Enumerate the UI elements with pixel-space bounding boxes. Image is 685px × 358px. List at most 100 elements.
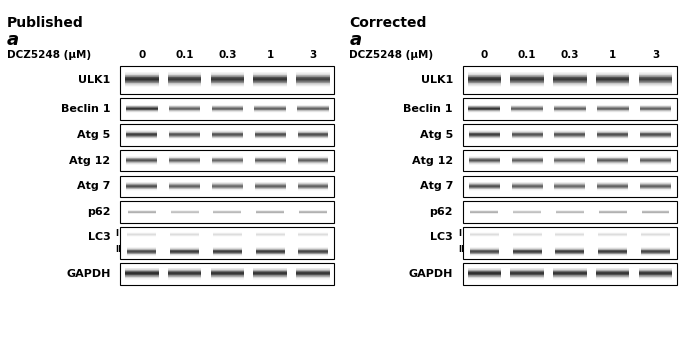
Bar (463, 66, 677, 94)
Bar (212, 182, 242, 183)
Bar (125, 79, 158, 80)
Bar (255, 188, 286, 189)
Bar (554, 157, 585, 158)
Bar (253, 75, 287, 76)
Bar (470, 252, 499, 253)
Bar (256, 250, 285, 251)
Bar (127, 249, 156, 250)
Bar (597, 190, 628, 191)
Bar (469, 157, 500, 158)
Bar (641, 253, 670, 254)
Bar (299, 252, 327, 253)
Bar (512, 186, 543, 187)
Bar (469, 131, 500, 132)
Bar (598, 249, 627, 250)
Bar (468, 78, 501, 79)
Bar (640, 186, 671, 187)
Bar (554, 134, 585, 135)
Bar (468, 82, 501, 83)
Text: GAPDH: GAPDH (408, 269, 453, 279)
Bar (125, 276, 158, 277)
Bar (598, 253, 627, 254)
Bar (126, 108, 158, 109)
Bar (125, 72, 158, 73)
Bar (299, 249, 327, 250)
Bar (255, 185, 286, 186)
Bar (468, 79, 501, 80)
Bar (639, 76, 672, 77)
Text: 0.1: 0.1 (175, 50, 194, 59)
Bar (469, 182, 500, 183)
Bar (121, 66, 334, 94)
Bar (297, 274, 329, 275)
Bar (125, 268, 158, 269)
Bar (596, 268, 630, 269)
Bar (169, 132, 200, 133)
Bar (597, 159, 628, 160)
Bar (469, 164, 500, 165)
Bar (469, 134, 500, 135)
Bar (297, 73, 329, 74)
Bar (169, 106, 201, 107)
Bar (212, 162, 242, 163)
Bar (126, 112, 158, 113)
Bar (468, 273, 501, 274)
Bar (510, 80, 544, 81)
Bar (127, 161, 158, 162)
Bar (213, 249, 242, 250)
Bar (553, 76, 586, 77)
Bar (168, 77, 201, 78)
Bar (212, 135, 242, 136)
Bar (556, 254, 584, 255)
Bar (597, 182, 628, 183)
Bar (553, 83, 586, 84)
Bar (468, 271, 501, 272)
Bar (297, 132, 328, 133)
Bar (254, 110, 286, 111)
Bar (598, 251, 627, 252)
Bar (512, 163, 543, 164)
Bar (127, 251, 156, 252)
Text: LC3: LC3 (88, 232, 110, 242)
Bar (468, 80, 501, 81)
Bar (468, 76, 501, 77)
Bar (212, 160, 242, 161)
Bar (469, 158, 500, 159)
Bar (169, 105, 201, 106)
Bar (168, 73, 201, 74)
Bar (297, 272, 329, 273)
Bar (127, 247, 156, 248)
Bar (554, 183, 585, 184)
Text: 1: 1 (609, 50, 616, 59)
Bar (297, 268, 329, 269)
Bar (469, 111, 500, 112)
Bar (211, 270, 244, 271)
Bar (597, 136, 628, 137)
Bar (510, 73, 544, 74)
Bar (126, 109, 158, 110)
Bar (127, 132, 158, 133)
Bar (125, 82, 158, 83)
Bar (211, 271, 244, 272)
Bar (469, 188, 500, 189)
Bar (297, 163, 328, 164)
Bar (125, 83, 158, 84)
Text: II: II (458, 245, 464, 255)
Bar (170, 251, 199, 252)
Bar (170, 248, 199, 249)
Bar (127, 252, 156, 253)
Bar (297, 106, 329, 107)
Bar (125, 84, 158, 85)
Bar (512, 157, 543, 158)
Bar (297, 78, 329, 79)
Text: a: a (349, 31, 362, 49)
Bar (168, 272, 201, 273)
Bar (553, 74, 586, 75)
Bar (168, 85, 201, 86)
Bar (168, 275, 201, 276)
Bar (510, 274, 544, 275)
Bar (468, 85, 501, 86)
Bar (254, 109, 286, 110)
Bar (511, 107, 543, 108)
Bar (597, 183, 628, 184)
